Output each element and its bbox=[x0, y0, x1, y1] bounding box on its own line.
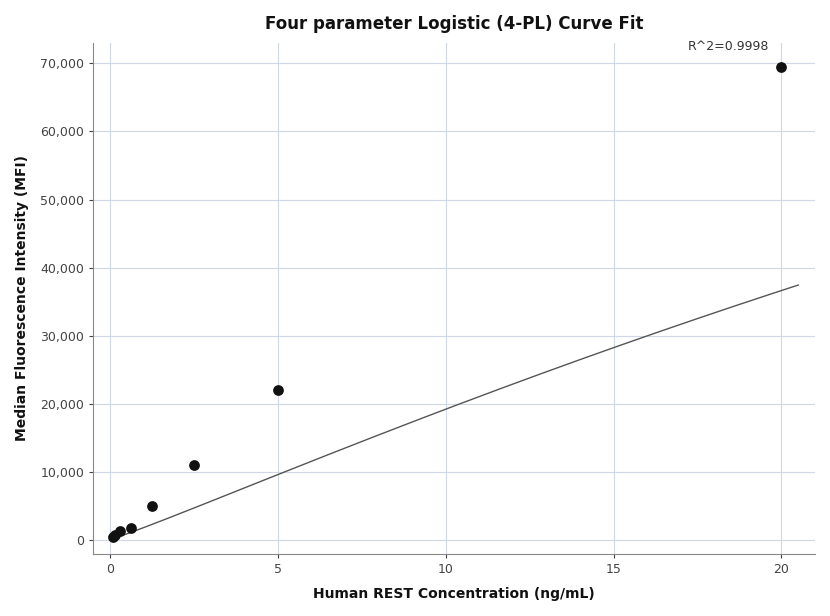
Point bbox=[188, 460, 201, 470]
Point bbox=[114, 527, 127, 537]
Point bbox=[774, 62, 788, 71]
X-axis label: Human REST Concentration (ng/mL): Human REST Concentration (ng/mL) bbox=[313, 587, 595, 601]
Text: R^2=0.9998: R^2=0.9998 bbox=[687, 39, 769, 53]
Point bbox=[106, 532, 120, 541]
Point bbox=[124, 523, 138, 533]
Point bbox=[271, 386, 285, 395]
Point bbox=[109, 530, 122, 540]
Point bbox=[145, 501, 159, 511]
Title: Four parameter Logistic (4-PL) Curve Fit: Four parameter Logistic (4-PL) Curve Fit bbox=[265, 15, 643, 33]
Y-axis label: Median Fluorescence Intensity (MFI): Median Fluorescence Intensity (MFI) bbox=[15, 155, 29, 442]
